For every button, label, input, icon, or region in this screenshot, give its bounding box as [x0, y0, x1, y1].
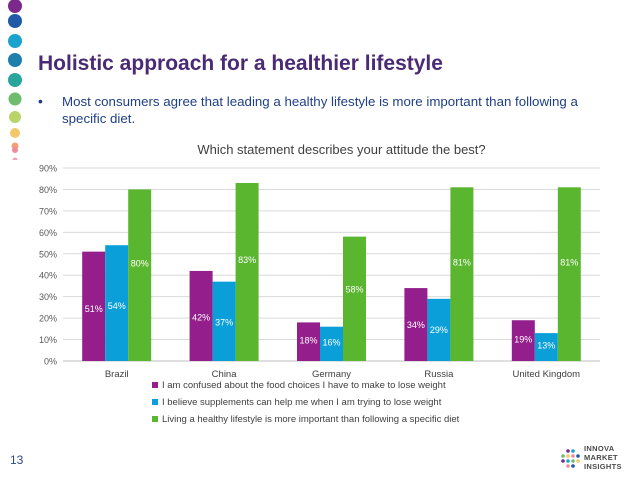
bar — [189, 270, 213, 361]
y-tick-label: 30% — [39, 292, 57, 302]
logo-line: MARKET — [584, 453, 618, 462]
company-logo: INNOVA MARKET INSIGHTS — [556, 443, 636, 475]
y-tick-label: 70% — [39, 206, 57, 216]
logo-mark-icon — [561, 449, 580, 468]
bar-chart: Which statement describes your attitude … — [39, 142, 600, 425]
y-tick-label: 20% — [39, 314, 57, 324]
decor-dot — [8, 73, 22, 87]
x-tick-label: China — [212, 369, 238, 380]
bar — [534, 333, 558, 361]
y-tick-label: 40% — [39, 271, 57, 281]
y-tick-label: 80% — [39, 185, 57, 195]
bar — [404, 288, 428, 361]
data-label: 34% — [407, 320, 425, 330]
data-label: 83% — [238, 255, 256, 265]
legend-label: I am confused about the food choices I h… — [162, 380, 446, 391]
bar — [427, 298, 451, 361]
logo-dot — [576, 454, 580, 458]
decor-dot — [10, 128, 20, 138]
decor-dot — [8, 53, 22, 67]
bar — [297, 322, 320, 361]
decor-dot — [8, 0, 22, 13]
x-tick-label: Brazil — [105, 369, 129, 380]
x-tick-label: Russia — [424, 369, 454, 380]
bullet-icon: • — [38, 93, 43, 109]
y-tick-label: 10% — [39, 335, 57, 345]
decor-dot — [8, 92, 22, 106]
y-tick-label: 90% — [39, 164, 57, 174]
logo-dot — [561, 459, 565, 463]
decor-dot — [8, 34, 22, 48]
data-label: 13% — [537, 340, 555, 350]
x-tick-label: Germany — [312, 369, 351, 380]
bar — [450, 187, 474, 361]
decor-dot — [12, 147, 18, 153]
chart-title: Which statement describes your attitude … — [197, 142, 485, 157]
logo-dot — [576, 459, 580, 463]
bar — [320, 326, 343, 361]
logo-dot — [566, 464, 570, 468]
decor-dot — [8, 14, 22, 28]
data-label: 18% — [299, 336, 317, 346]
data-label: 19% — [514, 335, 532, 345]
logo-dot — [566, 454, 570, 458]
legend-swatch — [152, 382, 158, 388]
bar — [343, 236, 366, 361]
bullet-text: Most consumers agree that leading a heal… — [62, 94, 578, 126]
logo-text: INNOVA MARKET INSIGHTS — [584, 444, 622, 471]
logo-dot — [571, 459, 575, 463]
logo-dot — [571, 464, 575, 468]
logo-line: INSIGHTS — [584, 462, 622, 471]
decor-dot — [12, 157, 18, 160]
legend-swatch — [152, 399, 158, 405]
data-label: 54% — [108, 301, 126, 311]
data-label: 37% — [215, 317, 233, 327]
data-label: 42% — [192, 312, 210, 322]
x-tick-label: United Kingdom — [512, 369, 580, 380]
y-tick-label: 60% — [39, 228, 57, 238]
slide-title: Holistic approach for a healthier lifest… — [38, 52, 443, 75]
data-label: 16% — [322, 338, 340, 348]
decorative-dots — [8, 0, 22, 160]
data-label: 51% — [85, 304, 103, 314]
bar — [105, 245, 129, 361]
data-label: 29% — [430, 325, 448, 335]
data-label: 81% — [560, 257, 578, 267]
data-label: 80% — [131, 259, 149, 269]
logo-dot — [571, 449, 575, 453]
bar — [511, 320, 535, 361]
logo-dot — [571, 454, 575, 458]
logo-line: INNOVA — [584, 444, 615, 453]
legend-swatch — [152, 416, 158, 422]
y-tick-label: 0% — [44, 357, 57, 367]
data-label: 58% — [345, 285, 363, 295]
legend-label: Living a healthy lifestyle is more impor… — [162, 414, 460, 425]
legend-label: I believe supplements can help me when I… — [162, 397, 442, 408]
bar — [235, 183, 259, 361]
bar — [128, 189, 152, 361]
data-label: 81% — [453, 257, 471, 267]
bar — [82, 251, 106, 361]
bar — [212, 281, 236, 361]
page-number: 13 — [10, 453, 24, 467]
logo-dot — [561, 454, 565, 458]
logo-dot — [566, 449, 570, 453]
y-tick-label: 50% — [39, 249, 57, 259]
logo-dot — [566, 459, 570, 463]
decor-dot — [9, 111, 21, 123]
bar — [557, 187, 581, 361]
